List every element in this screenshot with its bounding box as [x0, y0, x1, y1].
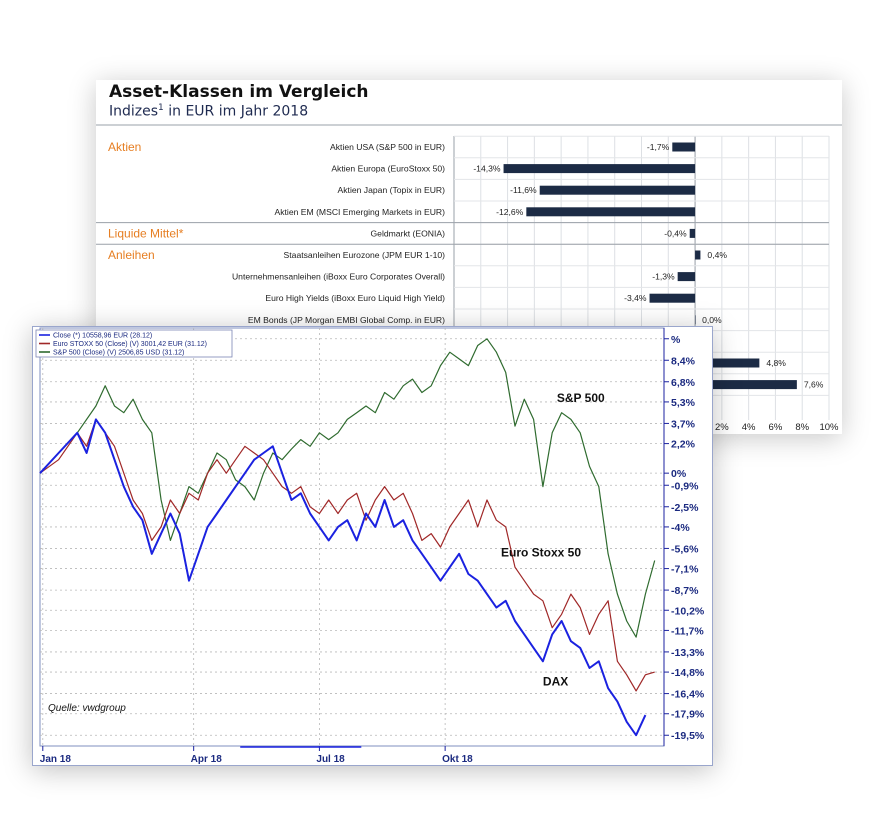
legend-box	[35, 329, 233, 358]
row-label-0: Aktien USA (S&P 500 in EUR)	[330, 142, 445, 152]
y-tick-label-12: -8,7%	[671, 585, 699, 597]
y-tick-label-15: -13,3%	[671, 647, 705, 659]
bar-value-label-8: 0,0%	[702, 315, 722, 325]
bar-8	[695, 315, 696, 325]
y-tick-label-6: 0%	[671, 468, 687, 480]
annotation-2: DAX	[543, 675, 568, 689]
annotation-3: Quelle: vwdgroup	[48, 703, 126, 714]
row-label-2: Aktien Japan (Topix in EUR)	[338, 185, 446, 195]
y-tick-label-0: %	[671, 334, 681, 346]
legend-entry-0: Close (*) 10558,96 EUR (28.12)	[53, 333, 152, 340]
bar-value-label-10: 4,8%	[766, 358, 786, 368]
series-line-2	[39, 418, 647, 737]
row-label-8: EM Bonds (JP Morgan EMBI Global Comp. in…	[248, 315, 445, 325]
bar-0	[672, 142, 696, 152]
row-label-6: Unternehmensanleihen (iBoxx Euro Corpora…	[232, 272, 445, 282]
bar-4	[689, 228, 696, 238]
series-line-1	[39, 418, 655, 692]
y-tick-label-13: -10,2%	[671, 605, 705, 617]
top-chart-title: Asset-Klassen im Vergleich	[109, 82, 369, 102]
subtitle-pre: Indizes	[109, 103, 159, 120]
row-label-4: Geldmarkt (EONIA)	[371, 228, 446, 238]
y-tick-label-17: -16,4%	[671, 689, 705, 701]
bar-1	[503, 164, 696, 174]
index-line-chart: % 8,4% 6,8% 5,3% 3,7% 2,2% 0%-0,9% -2,5% -4% -5,6…	[32, 326, 713, 766]
x-tick-label-0: Jan 18	[40, 754, 72, 765]
y-tick-label-8: -2,5%	[671, 502, 699, 514]
y-tick-label-3: 5,3%	[671, 397, 696, 409]
bar-value-label-5: 0,4%	[707, 250, 727, 260]
bar-11	[695, 380, 797, 390]
bar-value-label-2: -11,6%	[510, 185, 537, 195]
bar-value-label-3: -12,6%	[496, 207, 524, 217]
row-label-7: Euro High Yields (iBoxx Euro Liquid High…	[265, 293, 445, 303]
bar-value-label-7: -3,4%	[624, 293, 647, 303]
top-chart-subtitle: Indizes1 in EUR im Jahr 2018	[109, 103, 308, 120]
row-label-5: Staatsanleihen Eurozone (JPM EUR 1-10)	[284, 250, 446, 260]
bar-value-label-6: -1,3%	[652, 272, 675, 282]
x-tick-label-3: 8%	[795, 422, 809, 433]
y-tick-label-10: -5,6%	[671, 543, 699, 555]
x-tick-label-0: 2%	[715, 422, 729, 433]
bar-value-label-11: 7,6%	[804, 380, 824, 390]
index-line-chart-panel: % 8,4% 6,8% 5,3% 3,7% 2,2% 0% -0,9% -2,5% -4% -5,6…	[32, 326, 713, 766]
bar-2	[539, 185, 696, 195]
annotation-0: S&P 500	[557, 391, 605, 405]
y-tick-label-2: 6,8%	[671, 377, 696, 389]
bar-value-label-4: -0,4%	[664, 228, 687, 238]
bar-10	[695, 358, 760, 368]
bar-3	[526, 207, 696, 217]
bar-5	[695, 250, 701, 260]
x-tick-label-3: Okt 18	[442, 754, 473, 765]
bar-value-label-1: -14,3%	[473, 164, 501, 174]
y-tick-label-14: -11,7%	[671, 625, 704, 637]
subtitle-post: in EUR im Jahr 2018	[163, 103, 309, 120]
y-tick-label-16: -14,8%	[671, 667, 705, 679]
bar-7	[649, 293, 696, 303]
x-tick-label-2: Jul 18	[316, 754, 345, 765]
subtitle-sup: 1	[158, 103, 164, 113]
y-tick-label-1: 8,4%	[671, 355, 696, 367]
y-tick-label-11: -7,1%	[671, 564, 699, 576]
legend-entry-2: S&P 500 (Close) (V) 2506,85 USD (31.12)	[53, 350, 184, 357]
bar-6	[677, 272, 696, 282]
group-label-1: Liquide Mittel*	[108, 226, 184, 240]
y-tick-label-18: -17,9%	[671, 709, 705, 721]
y-tick-label-5: 2,2%	[671, 439, 696, 451]
x-tick-label-1: 4%	[742, 422, 756, 433]
y-tick-label-4: 3,7%	[671, 418, 696, 430]
group-label-2: Anleihen	[108, 248, 155, 262]
y-tick-label-9: -4%	[671, 522, 690, 534]
row-label-1: Aktien Europa (EuroStoxx 50)	[331, 164, 445, 174]
series-line-0	[39, 338, 656, 638]
bar-value-label-0: -1,7%	[647, 142, 670, 152]
annotation-1: Euro Stoxx 50	[501, 545, 581, 559]
group-label-0: Aktien	[108, 140, 141, 154]
chart-frame	[32, 326, 713, 766]
row-label-3: Aktien EM (MSCI Emerging Markets in EUR)	[275, 207, 446, 217]
y-tick-label-19: -19,5%	[671, 730, 705, 742]
x-tick-label-4: 10%	[819, 422, 839, 433]
x-tick-label-2: 6%	[769, 422, 783, 433]
x-tick-label-1: Apr 18	[191, 754, 223, 765]
legend-entry-1: Euro STOXX 50 (Close) (V) 3001,42 EUR (3…	[53, 341, 207, 348]
y-tick-label-7: -0,9%	[671, 480, 699, 492]
